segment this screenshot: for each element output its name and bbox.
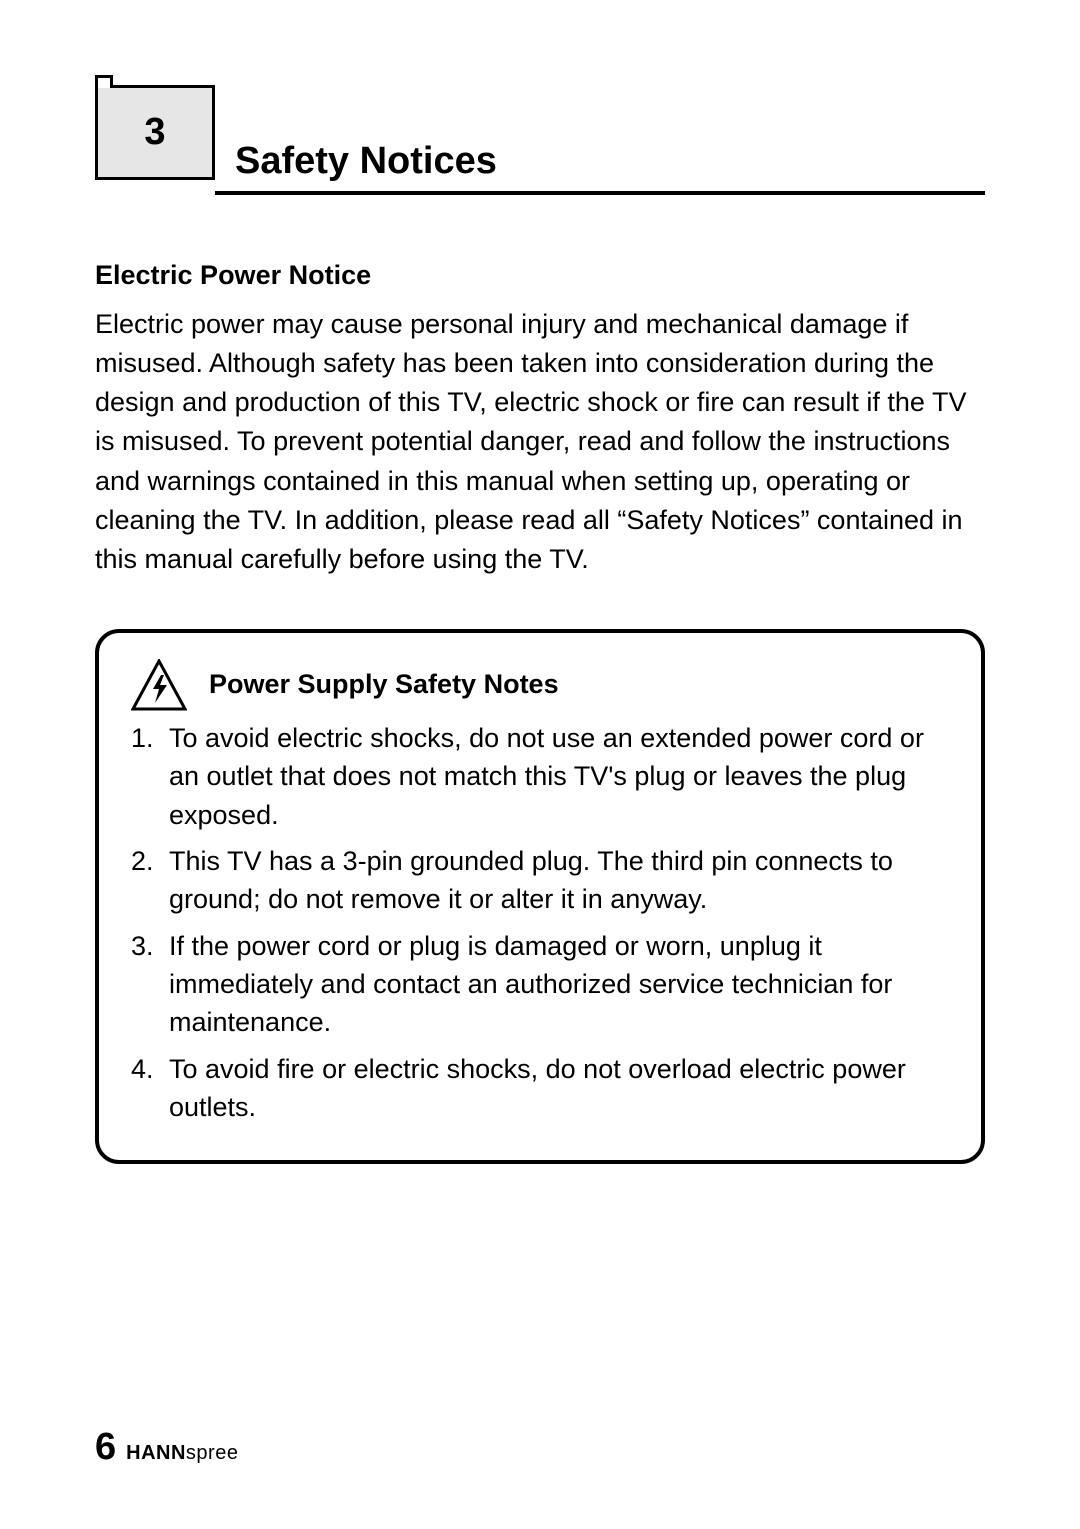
list-item: 4. To avoid fire or electric shocks, do … [131,1050,949,1127]
safety-notes-box: Power Supply Safety Notes 1. To avoid el… [95,629,985,1164]
safety-notes-title: Power Supply Safety Notes [209,669,559,700]
chapter-header: 3 Safety Notices [95,85,985,195]
list-text: To avoid fire or electric shocks, do not… [169,1050,949,1127]
list-text: This TV has a 3-pin grounded plug. The t… [169,842,949,919]
page-footer: 6 HANNspree [95,1426,238,1469]
brand-logo: HANNspree [126,1442,238,1465]
list-item: 3. If the power cord or plug is damaged … [131,927,949,1042]
list-item: 1. To avoid electric shocks, do not use … [131,719,949,834]
chapter-number: 3 [98,88,212,177]
header-underline [215,191,985,195]
brand-light: spree [186,1442,239,1464]
list-text: If the power cord or plug is damaged or … [169,927,949,1042]
list-text: To avoid electric shocks, do not use an … [169,719,949,834]
section-heading: Electric Power Notice [95,260,985,291]
list-number: 3. [131,927,161,1042]
chapter-tab-decoration [95,75,113,88]
chapter-number-box: 3 [95,85,215,180]
section-body: Electric power may cause personal injury… [95,305,985,579]
safety-notes-header: Power Supply Safety Notes [131,659,949,711]
brand-strong: HANN [126,1442,186,1464]
list-item: 2. This TV has a 3-pin grounded plug. Th… [131,842,949,919]
list-number: 1. [131,719,161,834]
lightning-triangle-icon [131,659,187,711]
manual-page: 3 Safety Notices Electric Power Notice E… [0,0,1080,1529]
safety-notes-list: 1. To avoid electric shocks, do not use … [131,719,949,1126]
list-number: 4. [131,1050,161,1127]
chapter-title: Safety Notices [235,140,497,183]
page-number: 6 [95,1426,116,1469]
list-number: 2. [131,842,161,919]
